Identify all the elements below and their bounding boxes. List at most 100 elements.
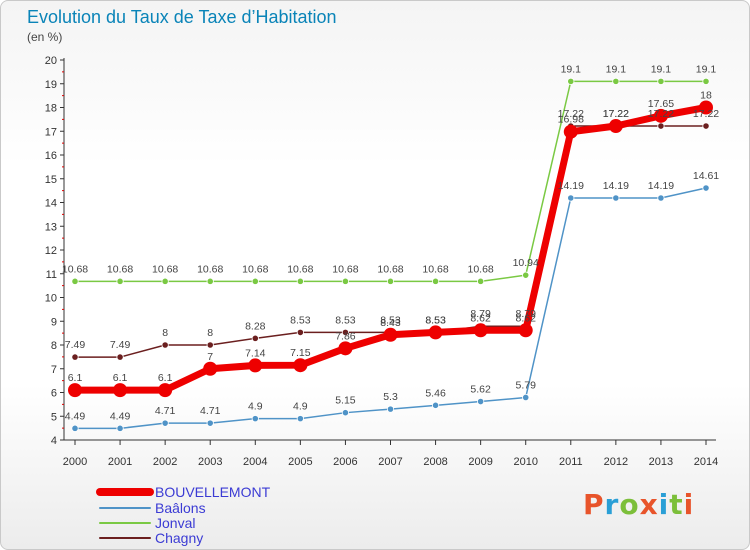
data-point [518, 323, 533, 338]
data-label: 7.86 [335, 330, 356, 342]
y-tick-label: 17 [45, 126, 57, 138]
y-tick-label: 15 [45, 174, 57, 186]
data-label: 10.68 [468, 263, 494, 275]
data-label: 7.49 [65, 339, 86, 351]
data-label: 8.53 [380, 314, 401, 326]
data-label: 10.68 [152, 263, 178, 275]
data-label: 10.68 [377, 263, 403, 275]
logo-letter: o [619, 488, 640, 521]
y-tick-label: 9 [51, 316, 57, 328]
logo-letter: i [658, 488, 670, 521]
data-label: 14.19 [558, 180, 584, 192]
data-label: 14.19 [603, 180, 629, 192]
y-tick-label: 6 [51, 388, 57, 400]
y-tick-label: 12 [45, 245, 57, 257]
data-label: 10.68 [422, 263, 448, 275]
data-label: 7.49 [110, 339, 131, 351]
data-label: 10.68 [287, 263, 313, 275]
data-point [158, 383, 173, 398]
data-point [116, 277, 124, 285]
y-tick-label: 16 [45, 150, 57, 162]
data-point [251, 277, 259, 285]
data-label: 10.68 [62, 263, 88, 275]
series-layer [68, 77, 713, 432]
logo-letter: r [604, 488, 620, 521]
logo-letter: i [683, 488, 695, 521]
x-tick-label: 2012 [604, 456, 628, 468]
data-label: 8.53 [335, 314, 356, 326]
data-point [296, 328, 304, 337]
data-label: 5.15 [335, 395, 356, 407]
data-label: 6.1 [68, 372, 83, 384]
data-point [206, 419, 214, 427]
data-label: 4.49 [110, 410, 131, 422]
data-label: 10.68 [197, 263, 223, 275]
legend-label: Jonval [155, 515, 195, 531]
data-point [477, 397, 485, 406]
data-point [251, 415, 259, 423]
data-point [386, 277, 395, 285]
y-tick-label: 11 [46, 269, 57, 281]
y-tick-label: 19 [45, 79, 57, 91]
data-point [477, 277, 485, 285]
data-label: 5.62 [470, 384, 491, 396]
y-tick-label: 10 [45, 293, 57, 305]
data-label: 5.79 [515, 379, 536, 391]
data-label: 5.46 [425, 387, 446, 399]
data-point [567, 77, 575, 85]
data-point [161, 419, 169, 427]
data-point [702, 122, 710, 130]
data-label: 17.22 [648, 108, 674, 120]
data-label: 4.49 [65, 410, 86, 422]
x-tick-label: 2014 [694, 456, 718, 468]
data-point [341, 328, 350, 337]
data-label: 17.22 [603, 108, 629, 120]
y-tick-label: 13 [45, 221, 57, 233]
logo-letter: P [583, 488, 605, 521]
data-label: 17.22 [603, 108, 629, 120]
data-point [612, 77, 620, 85]
data-label: 8.62 [470, 312, 491, 324]
data-labels-layer: 6.1 6.1 6.17 7.14 7.157.868.43 8.53 8.62 8.6216… [62, 63, 719, 422]
data-point [657, 122, 665, 130]
data-point [68, 383, 82, 398]
data-point [341, 409, 350, 417]
data-point [116, 424, 124, 432]
data-label: 17.22 [693, 108, 719, 120]
data-point [251, 334, 259, 342]
x-tick-label: 2008 [423, 456, 447, 468]
x-tick-label: 2003 [198, 456, 222, 468]
data-label: 10.68 [332, 263, 358, 275]
data-point [338, 341, 353, 356]
data-point [206, 341, 214, 349]
data-label: 8.28 [245, 320, 266, 332]
data-label: 4.71 [200, 405, 221, 417]
data-point [567, 194, 575, 202]
data-point [699, 100, 713, 115]
data-label: 16.98 [558, 114, 584, 126]
data-label: 19.1 [696, 63, 717, 75]
axes: 4 5 6 7 8 9 10 11 12 13 14 15 16 17 18 19 20 2000 2001 2002… [45, 55, 718, 468]
x-tick-label: 2013 [649, 456, 673, 468]
data-point [431, 401, 440, 409]
data-label: 6.1 [113, 372, 128, 384]
data-point [383, 327, 398, 342]
legend-label: Baâlons [155, 500, 206, 516]
data-label: 4.71 [155, 405, 176, 417]
data-point [386, 405, 395, 413]
logo-letter: t [669, 488, 684, 521]
data-point [522, 393, 530, 402]
data-label: 19.1 [651, 63, 672, 75]
data-point [296, 277, 304, 285]
data-label: 8.79 [470, 308, 491, 320]
data-point [522, 271, 530, 279]
data-point [113, 383, 128, 398]
x-tick-label: 2001 [108, 456, 132, 468]
data-point [161, 341, 169, 349]
chart-title: Evolution du Taux de Taxe d’Habitation [27, 7, 337, 27]
series-line [75, 104, 707, 394]
y-tick-label: 14 [45, 198, 57, 210]
data-label: 14.61 [693, 170, 719, 182]
